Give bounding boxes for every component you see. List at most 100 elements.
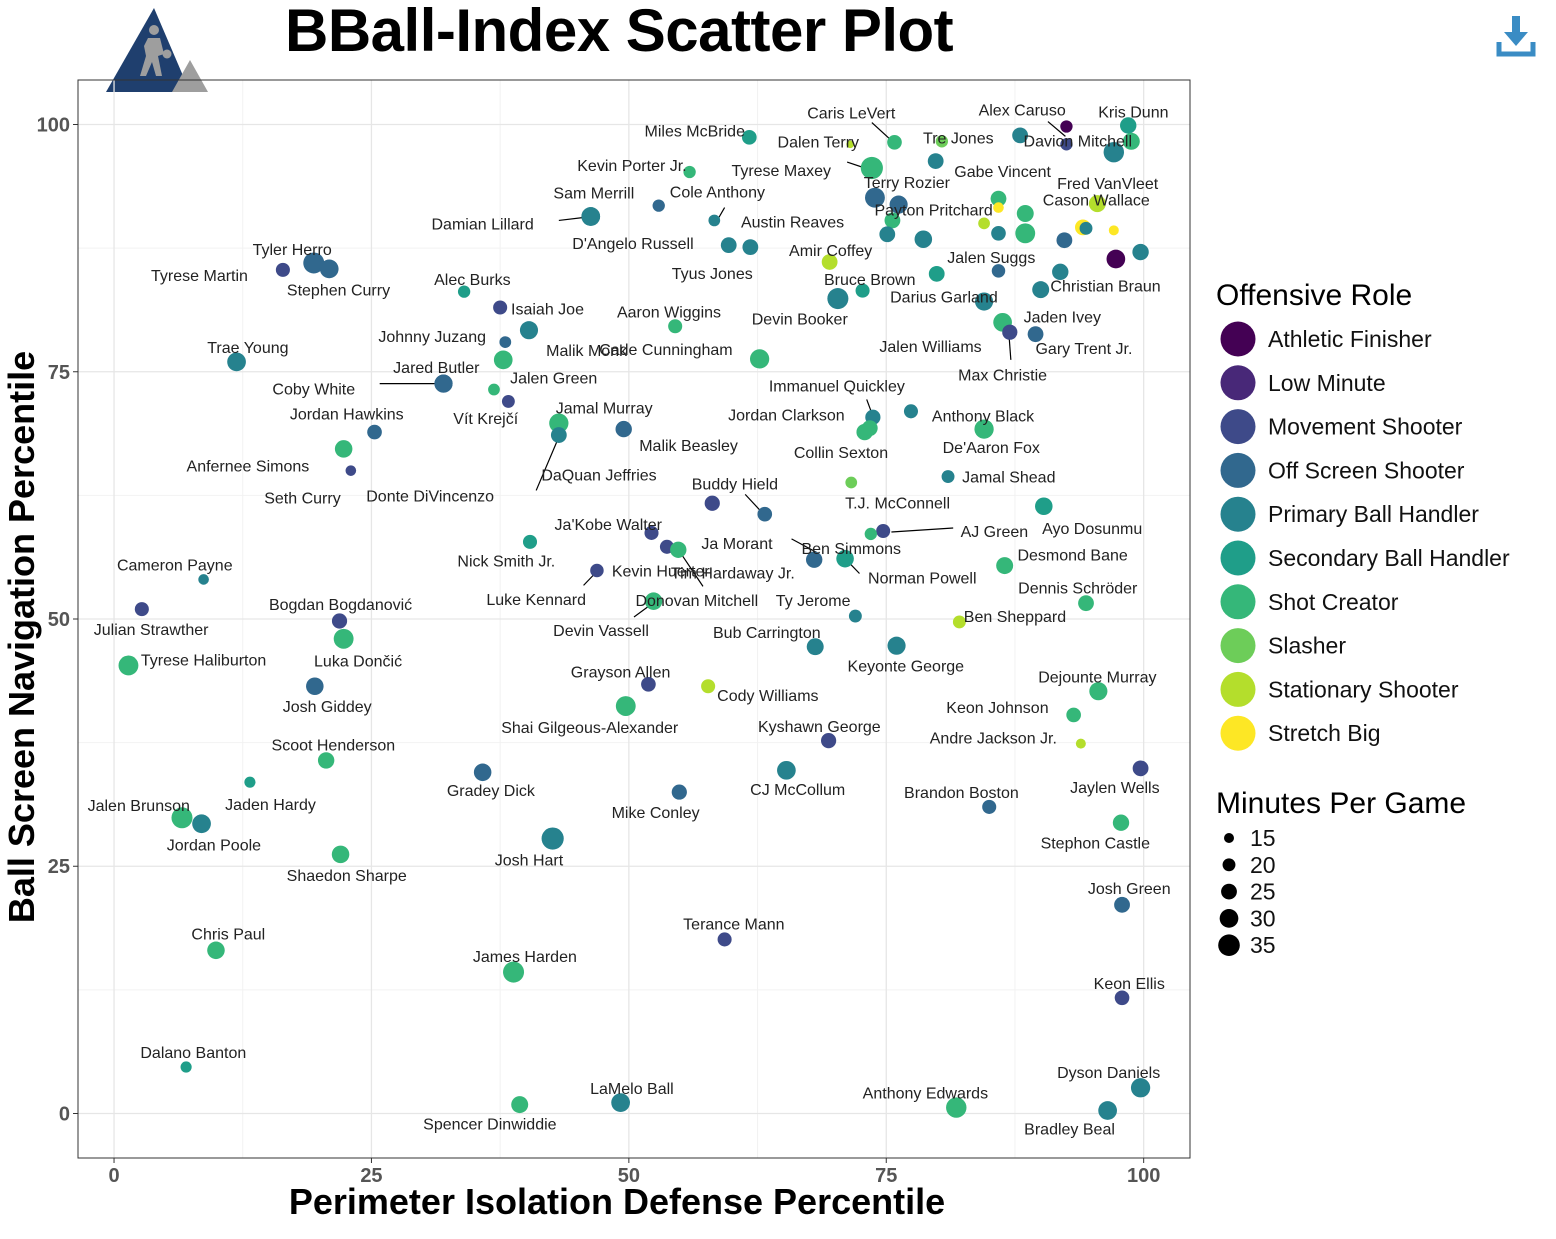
label-kris-dunn: Kris Dunn: [1098, 105, 1168, 122]
x-tick-label: 0: [108, 1165, 119, 1187]
label-tyrese-haliburton: Tyrese Haliburton: [141, 653, 266, 670]
point-jalen-brunson: [171, 807, 193, 829]
point-labels: Kris Dunn Alex Caruso Davion Mitchell Caris…: [88, 103, 1171, 1139]
point-terance-mann: [717, 932, 732, 947]
label-bub-carrington: Bub Carrington: [713, 625, 821, 642]
point-ben-simmons: [805, 551, 823, 568]
point-cj-mccollum: [777, 760, 796, 780]
label-spencer-dinwiddie: Spencer Dinwiddie: [423, 1116, 557, 1133]
point-unlabeled: [1012, 127, 1029, 144]
label-jaylen-wells: Jaylen Wells: [1070, 780, 1160, 797]
point-bradley-beal: [1098, 1101, 1117, 1120]
label-jordan-poole: Jordan Poole: [167, 837, 261, 854]
data-points: [118, 117, 1151, 1120]
point-donovan-mitchell: [644, 592, 663, 610]
label-gabe-vincent: Gabe Vincent: [954, 164, 1051, 181]
label-aj-green: AJ Green: [961, 524, 1029, 541]
point-james-harden: [503, 961, 525, 983]
x-axis-ticks: 0 25 50 75 100: [108, 1158, 1160, 1187]
point-tyrese-martin: [275, 262, 290, 277]
label-isaiah-joe: Isaiah Joe: [511, 301, 584, 318]
point-jordan-hawkins: [367, 424, 382, 440]
point-anthony-black: [903, 404, 919, 419]
legend-key-stretch-big: [1220, 715, 1256, 751]
point-dennis-schroder: [1078, 595, 1094, 612]
label-coby-white: Coby White: [272, 382, 355, 399]
label-stephon-castle: Stephon Castle: [1041, 836, 1151, 853]
legend-label-slasher: Slasher: [1268, 633, 1346, 659]
x-tick-label: 50: [618, 1165, 640, 1187]
label-dejounte-murray: Dejounte Murray: [1038, 669, 1156, 686]
label-jordan-clarkson: Jordan Clarkson: [728, 407, 845, 424]
point-terry-rozier: [865, 187, 885, 208]
point-norman-powell: [836, 549, 854, 568]
label-lamelo-ball: LaMelo Ball: [590, 1081, 674, 1098]
label-tyler-herro: Tyler Herro: [253, 242, 332, 259]
label-buddy-hield: Buddy Hield: [692, 476, 778, 493]
legend-key-shot-creator: [1220, 584, 1256, 620]
label-immanuel-quickley: Immanuel Quickley: [769, 379, 905, 396]
legend-key-primary-ball-handler: [1220, 496, 1256, 532]
label-donovan-mitchell: Donovan Mitchell: [635, 593, 758, 610]
label-max-christie: Max Christie: [958, 368, 1047, 385]
label-de-aaron-fox: De'Aaron Fox: [943, 440, 1040, 457]
point-unlabeled: [652, 199, 665, 212]
label-nick-smith-jr: Nick Smith Jr.: [457, 554, 555, 571]
legend-key-low-minute: [1220, 365, 1256, 401]
point-ja-morant: [757, 506, 773, 522]
label-norman-powell: Norman Powell: [868, 570, 976, 587]
label-davion-mitchell: Davion Mitchell: [1024, 133, 1132, 150]
y-axis-ticks: 0 25 50 75 100: [37, 115, 78, 1125]
label-trae-young: Trae Young: [207, 340, 288, 357]
label-ty-jerome: Ty Jerome: [776, 593, 851, 610]
label-cade-cunningham: Cade Cunningham: [599, 342, 732, 359]
legend-key-movement-shooter: [1220, 409, 1256, 445]
point-jalen-green: [493, 350, 513, 370]
point-unlabeled: [975, 292, 994, 311]
y-tick-label: 75: [48, 362, 70, 384]
point-josh-hart: [541, 827, 564, 850]
point-gary-trent-jr: [1027, 326, 1044, 343]
point-unlabeled: [1032, 281, 1050, 299]
download-icon[interactable]: [1496, 14, 1536, 58]
legend-size-label-25: 25: [1250, 879, 1276, 905]
point-unlabeled: [1132, 243, 1149, 261]
point-dejounte-murray: [1089, 682, 1108, 701]
point-ja-kobe-walter: [644, 525, 659, 540]
point-jaden-hardy: [244, 776, 256, 788]
point-tim-hardaway-jr: [670, 541, 687, 558]
point-spencer-dinwiddie: [511, 1096, 529, 1114]
legend-size-key-30: [1219, 909, 1239, 928]
label-tyrese-maxey: Tyrese Maxey: [731, 163, 831, 180]
label-jaden-ivey: Jaden Ivey: [1024, 309, 1101, 326]
label-daquan-jeffries: DaQuan Jeffries: [541, 468, 656, 485]
label-dyson-daniels: Dyson Daniels: [1057, 1065, 1160, 1082]
point-cade-cunningham: [749, 349, 770, 369]
point-mike-conley: [671, 784, 687, 800]
point-alex-caruso: [1060, 120, 1073, 133]
label-brandon-boston: Brandon Boston: [904, 785, 1019, 802]
label-luka-doncic: Luka Dončić: [314, 654, 402, 671]
legend-label-stationary-shooter: Stationary Shooter: [1268, 676, 1459, 702]
point-ty-jerome: [848, 609, 862, 623]
label-cason-wallace: Cason Wallace: [1043, 193, 1150, 210]
point-unlabeled: [1122, 132, 1140, 150]
label-kevin-porter-jr: Kevin Porter Jr.: [577, 158, 686, 175]
point-unlabeled: [1056, 232, 1073, 249]
point-jamal-murray: [549, 413, 569, 433]
leader-line-damian-lillard: [558, 216, 584, 222]
label-leader-lines: [379, 121, 1132, 618]
label-seth-curry: Seth Curry: [264, 490, 340, 507]
point-tyrese-maxey: [860, 156, 883, 180]
legend-key-off-screen-shooter: [1220, 452, 1256, 488]
point-kris-dunn: [1120, 117, 1137, 134]
point-jalen-suggs: [1106, 249, 1126, 269]
x-tick-label: 25: [360, 1165, 382, 1187]
point-aaron-wiggins: [668, 319, 683, 334]
point-aj-green: [876, 523, 891, 539]
point-brandon-boston: [982, 799, 997, 814]
label-devin-vassell: Devin Vassell: [553, 623, 649, 640]
label-kyshawn-george: Kyshawn George: [758, 719, 881, 736]
label-gradey-dick: Gradey Dick: [447, 783, 536, 800]
